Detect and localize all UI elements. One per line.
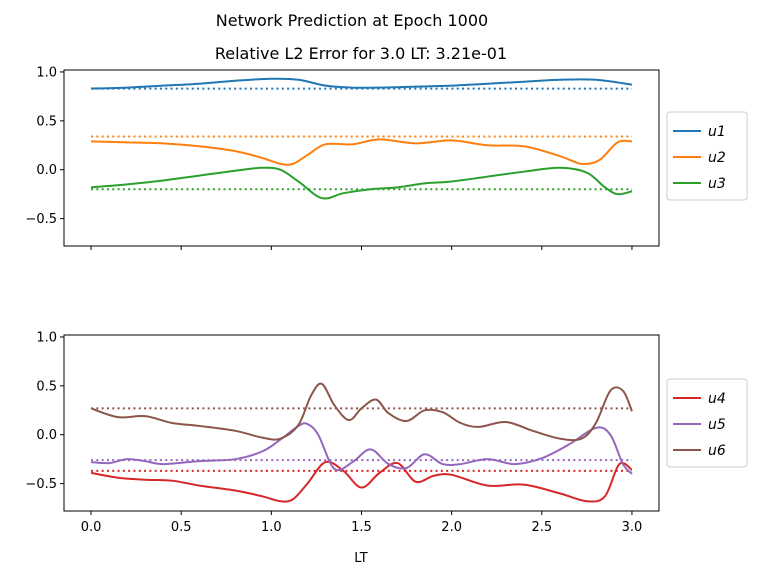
legend: u4 u5 u6: [666, 378, 748, 468]
y-tick-label: 0.0: [36, 428, 57, 443]
legend-label-u6: u6: [708, 443, 726, 459]
figure-suptitle: Network Prediction at Epoch 1000: [216, 11, 488, 30]
y-tick-label: 0.5: [36, 114, 57, 129]
y-tick-label: 1.0: [36, 65, 57, 80]
x-tick-label: 0.0: [81, 520, 102, 535]
bottom-panel: −0.5 0.0 0.5 1.0 0.0 0.5 1.0 1.5 2.0 2.5 3.0 u4 u5 u6: [25, 330, 748, 535]
legend-label-u1: u1: [708, 124, 726, 140]
bottom-panel-xlabel: LT: [354, 551, 367, 566]
x-tick-label: 2.5: [531, 520, 552, 535]
legend-label-u2: u2: [708, 150, 726, 166]
x-tick-label: 1.5: [351, 520, 372, 535]
x-tick-label: 3.0: [622, 520, 643, 535]
legend-label-u5: u5: [708, 417, 726, 433]
series-line-u6: [90, 382, 633, 442]
series-line-u4: [90, 460, 633, 503]
legend-frame: [666, 378, 748, 468]
series-line-u5: [90, 422, 633, 475]
y-tick-label: −0.5: [25, 477, 57, 492]
axes-frame: [63, 69, 660, 247]
plot-area: [90, 77, 633, 200]
axes-frame: [63, 334, 660, 512]
y-tick-label: 0.0: [36, 163, 57, 178]
legend-label-u3: u3: [708, 176, 726, 192]
legend: u1 u2 u3: [666, 111, 748, 201]
x-tick-label: 2.0: [441, 520, 462, 535]
y-tick-label: 0.5: [36, 379, 57, 394]
x-tick-label: 1.0: [261, 520, 282, 535]
top-panel-title: Relative L2 Error for 3.0 LT: 3.21e-01: [215, 44, 507, 63]
legend-label-u4: u4: [708, 391, 726, 407]
legend-frame: [666, 111, 748, 201]
plot-area: [90, 382, 633, 503]
series-line-u1: [91, 77, 633, 90]
y-tick-label: 1.0: [36, 330, 57, 345]
top-panel: −0.5 0.0 0.5 1.0 u1 u2 u3: [25, 65, 748, 250]
x-tick-label: 0.5: [171, 520, 192, 535]
series-line-u3: [90, 166, 633, 200]
series-line-u2: [91, 138, 633, 166]
y-tick-label: −0.5: [25, 212, 57, 227]
